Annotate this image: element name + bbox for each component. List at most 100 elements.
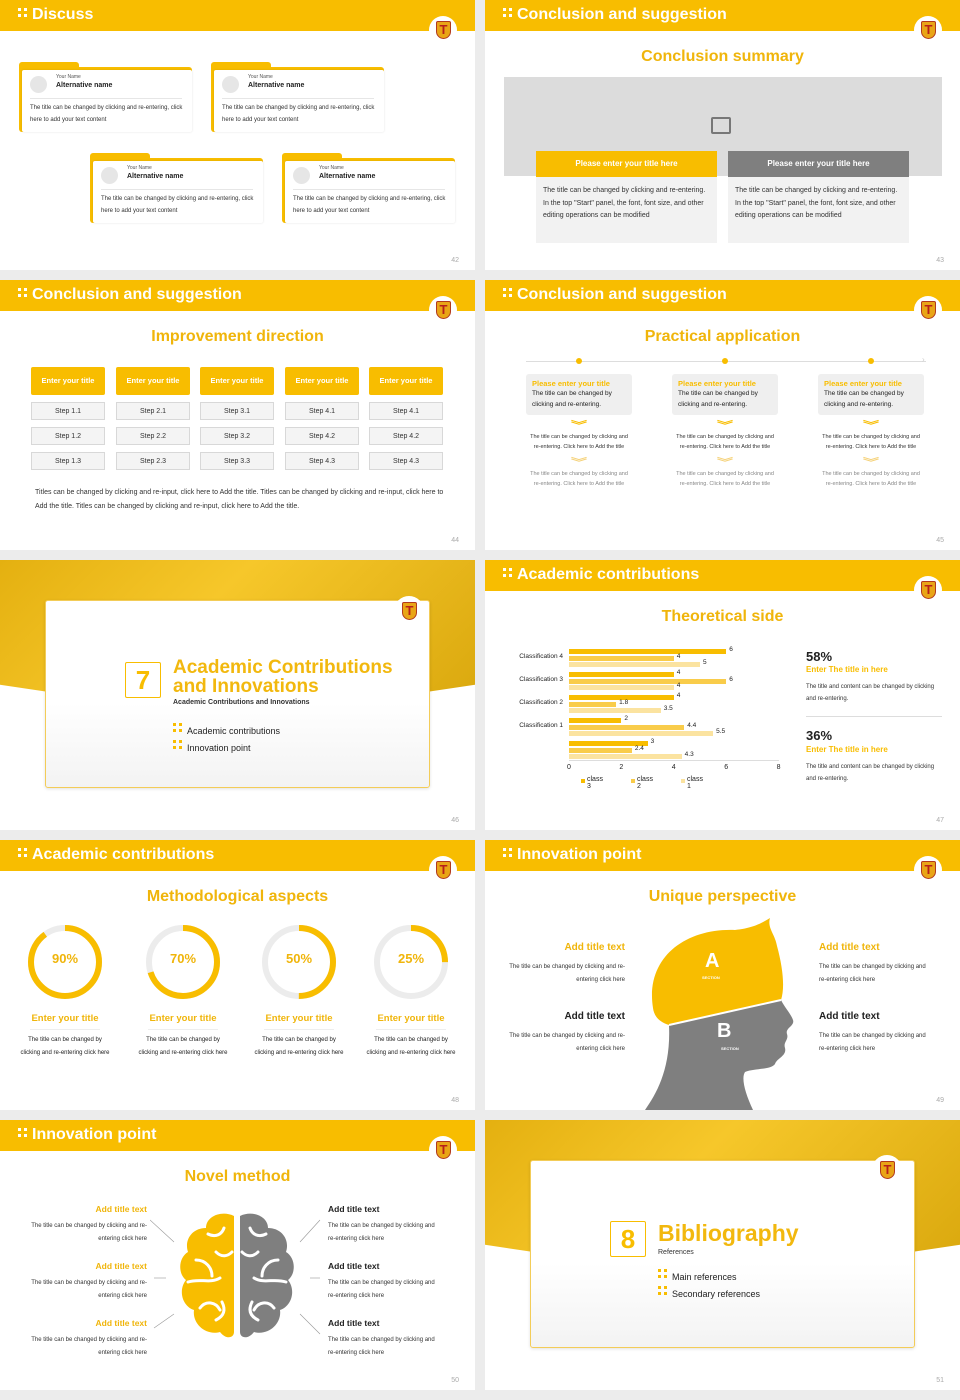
- column-title[interactable]: Enter your title: [116, 367, 190, 395]
- shield-icon: [920, 581, 936, 599]
- double-chevron-down-icon: ︾: [717, 458, 733, 469]
- stat-text: The title and content can be changed by …: [806, 684, 935, 702]
- step-box[interactable]: Step 4.3: [285, 452, 359, 470]
- step-box[interactable]: Step 2.3: [116, 452, 190, 470]
- step-box[interactable]: Step 3.1: [200, 402, 274, 420]
- slide-46-section-academic-contributions[interactable]: 7 Academic Contributions and Innovations…: [0, 560, 475, 830]
- x-tick-label: 4: [671, 764, 676, 771]
- ring-text: The title can be changed by clicking and…: [20, 1037, 110, 1056]
- step-column: Enter your title Step 1.1 Step 1.2 Step …: [31, 367, 105, 470]
- bar[interactable]: [569, 678, 727, 684]
- bar[interactable]: [569, 655, 674, 661]
- step-box[interactable]: Step 3.2: [200, 427, 274, 445]
- slide-subtitle: Improvement direction: [151, 328, 324, 345]
- stat-percent: 36%: [806, 728, 833, 743]
- summary-panel[interactable]: Please enter your title here The title c…: [728, 151, 909, 243]
- column-title[interactable]: Enter your title: [369, 367, 443, 395]
- step-box[interactable]: Step 2.1: [116, 402, 190, 420]
- alt-name: Alternative name: [319, 173, 376, 180]
- application-card[interactable]: Please enter your title The title can be…: [818, 374, 924, 415]
- bar[interactable]: [569, 731, 714, 736]
- section-subtitle: Academic Contributions and Innovations: [173, 699, 310, 706]
- step-box[interactable]: Step 2.2: [116, 427, 190, 445]
- header-title: Discuss: [32, 6, 94, 23]
- slide-48-methodological-aspects[interactable]: Academic contributions Methodological as…: [0, 840, 475, 1110]
- block-title: Add title text: [95, 1318, 147, 1328]
- x-tick-label: 2: [619, 764, 624, 771]
- bar-value-label: 4: [676, 669, 681, 676]
- column-title[interactable]: Enter your title: [200, 367, 274, 395]
- step-box[interactable]: Step 3.3: [200, 452, 274, 470]
- shield-icon: [435, 301, 451, 319]
- profile-card[interactable]: Your Name Alternative name The title can…: [282, 153, 455, 223]
- slide-51-section-bibliography[interactable]: 8 Bibliography References Main reference…: [485, 1120, 960, 1390]
- slide-47-theoretical-side[interactable]: Academic contributions Theoretical side …: [485, 560, 960, 830]
- progress-ring: 90%: [26, 923, 104, 1001]
- panel-text: The title can be changed by clicking and…: [543, 187, 706, 219]
- profile-card[interactable]: Your Name Alternative name The title can…: [90, 153, 263, 223]
- dots-icon: [18, 848, 28, 858]
- bar[interactable]: [569, 724, 685, 730]
- column-title[interactable]: Enter your title: [285, 367, 359, 395]
- step-box[interactable]: Step 1.3: [31, 452, 105, 470]
- section-card: 7 Academic Contributions and Innovations…: [45, 596, 430, 788]
- header-title: Conclusion and suggestion: [32, 286, 242, 303]
- connector-lines: [150, 1219, 321, 1335]
- bar[interactable]: [569, 701, 617, 707]
- shield-icon: [879, 1161, 895, 1179]
- progress-ring: 70%: [144, 923, 222, 1001]
- category-label: Classification 2: [519, 699, 563, 706]
- bar[interactable]: [569, 741, 648, 746]
- head-profile-illustration: [645, 918, 794, 1110]
- application-card[interactable]: Please enter your title The title can be…: [672, 374, 778, 415]
- step-box[interactable]: Step 1.1: [31, 402, 105, 420]
- image-placeholder-icon: [101, 167, 118, 184]
- bar[interactable]: [569, 649, 727, 654]
- section-item[interactable]: Innovation point: [173, 740, 251, 753]
- bar[interactable]: [569, 672, 674, 677]
- step-box[interactable]: Step 1.2: [31, 427, 105, 445]
- university-logo: [429, 16, 457, 44]
- x-tick-label: 6: [724, 764, 729, 771]
- section-item[interactable]: Academic contributions: [173, 723, 280, 736]
- bar[interactable]: [569, 685, 674, 690]
- item-text: The title can be changed by clicking and…: [678, 390, 758, 408]
- bar[interactable]: [569, 708, 661, 713]
- section-number: 8: [610, 1221, 646, 1257]
- stat-title: Enter The title in here: [806, 665, 888, 674]
- shield-icon: [401, 602, 417, 620]
- step-box[interactable]: Step 4.1: [369, 402, 443, 420]
- summary-panel[interactable]: Please enter your title here The title c…: [536, 151, 717, 243]
- profile-card[interactable]: Your Name Alternative name The title can…: [19, 62, 192, 132]
- bar[interactable]: [569, 695, 674, 700]
- slide-45-practical-application[interactable]: Conclusion and suggestion Practical appl…: [485, 280, 960, 550]
- bar[interactable]: [569, 662, 700, 667]
- slide-50-novel-method[interactable]: Innovation point Novel method Add title …: [0, 1120, 475, 1390]
- step-box[interactable]: Step 4.2: [285, 427, 359, 445]
- slide-43-conclusion-summary[interactable]: Conclusion and suggestion Conclusion sum…: [485, 0, 960, 270]
- slide-subtitle: Practical application: [644, 328, 801, 345]
- add-image-icon[interactable]: [711, 117, 731, 134]
- category-label: Classification 3: [519, 676, 563, 683]
- slide-49-unique-perspective[interactable]: Innovation point Unique perspective A SE…: [485, 840, 960, 1110]
- step-box[interactable]: Step 4.2: [369, 427, 443, 445]
- block-title: Add title text: [328, 1204, 380, 1214]
- profile-card[interactable]: Your Name Alternative name The title can…: [211, 62, 384, 132]
- header-title: Innovation point: [517, 846, 642, 863]
- bar[interactable]: [569, 718, 622, 723]
- slide-44-improvement-direction[interactable]: Conclusion and suggestion Improvement di…: [0, 280, 475, 550]
- step-box[interactable]: Step 4.1: [285, 402, 359, 420]
- section-item[interactable]: Main references: [658, 1269, 737, 1282]
- bar[interactable]: [569, 754, 682, 759]
- bar[interactable]: [569, 747, 632, 753]
- dots-icon: [503, 8, 513, 18]
- section-item[interactable]: Secondary references: [658, 1286, 760, 1299]
- page-number: 48: [451, 1097, 459, 1104]
- bar-value-label: 4: [676, 682, 681, 689]
- application-card[interactable]: Please enter your title The title can be…: [526, 374, 632, 415]
- column-title[interactable]: Enter your title: [31, 367, 105, 395]
- section-title: Bibliography: [658, 1220, 799, 1246]
- dots-icon: [18, 1128, 28, 1138]
- step-box[interactable]: Step 4.3: [369, 452, 443, 470]
- slide-42-discuss[interactable]: Discuss Your Name Alternative name The t…: [0, 0, 475, 270]
